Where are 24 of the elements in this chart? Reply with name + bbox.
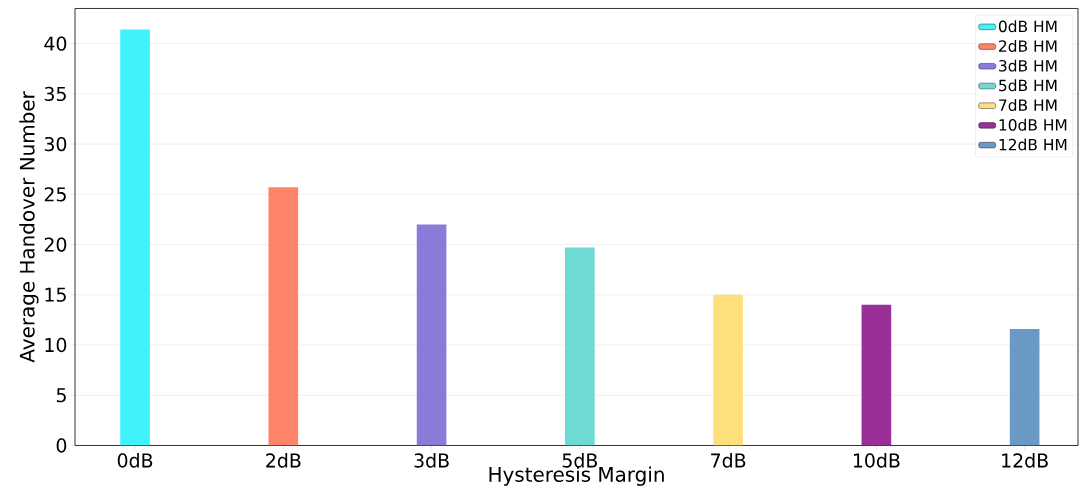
x-tick-label: 12dB [1002, 453, 1048, 468]
y-tick-label: 0 [56, 438, 67, 453]
x-tick-label: 10dB [853, 453, 900, 468]
legend-label: 5dB HM [999, 79, 1057, 92]
x-tick-label: 5dB [562, 453, 598, 468]
y-tick-label: 35 [44, 86, 66, 102]
legend-label: 3dB HM [999, 59, 1057, 72]
legend-label: 12dB HM [999, 138, 1067, 151]
y-axis-title: Average Handover Number [19, 91, 39, 363]
y-tick-label: 10 [45, 337, 67, 353]
legend-label: 2dB HM [999, 39, 1057, 52]
y-tick-label: 5 [56, 388, 66, 403]
y-tick-label: 15 [45, 287, 66, 302]
legend-label: 7dB HM [999, 99, 1057, 112]
y-tick-label: 25 [44, 187, 66, 202]
x-tick-label: 0dB [117, 453, 153, 468]
x-tick-label: 7dB [711, 453, 746, 468]
legend-label: 10dB HM [999, 118, 1067, 131]
y-tick-label: 30 [44, 136, 67, 152]
x-tick-label: 2dB [266, 453, 301, 468]
x-tick-label: 3dB [414, 453, 449, 468]
y-tick-label: 40 [44, 36, 67, 51]
legend-label: 0dB HM [998, 20, 1057, 33]
y-tick-label: 20 [44, 237, 67, 252]
